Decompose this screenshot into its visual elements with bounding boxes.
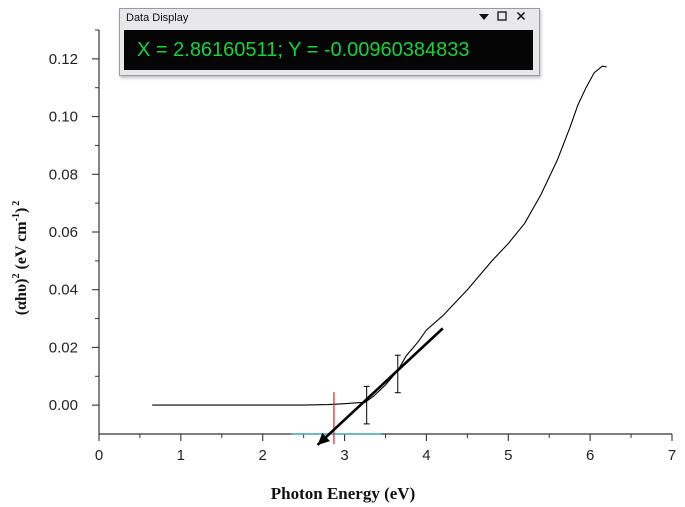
x-tick-label: 1 xyxy=(177,447,185,464)
x-tick-label: 3 xyxy=(340,447,348,464)
data-curve xyxy=(152,65,607,406)
y-tick-label: 0.10 xyxy=(49,109,78,126)
data-display-title: Data Display xyxy=(126,12,189,24)
y-axis-label-unit-exp: -1 xyxy=(11,213,22,221)
y-tick-label: 0.00 xyxy=(49,397,78,414)
x-tick-label: 5 xyxy=(504,447,512,464)
chart-axes: 0 1 2 3 4 5 6 7 0.00 0.02 0.04 0.06 0.08 0.10 0.12 xyxy=(49,29,676,464)
x-tick-label: 4 xyxy=(422,447,430,464)
data-display-titlebar[interactable]: Data Display xyxy=(120,9,539,29)
x-tick-label: 2 xyxy=(259,447,267,464)
coordinate-readout: X = 2.86160511; Y = -0.00960384833 xyxy=(124,30,533,70)
y-axis-label-exp2: 2 xyxy=(11,201,22,206)
fit-line-arrowhead xyxy=(317,432,330,445)
x-tick-label: 0 xyxy=(95,447,103,464)
y-tick-label: 0.06 xyxy=(49,224,78,241)
y-axis-label-exp1: 2 xyxy=(11,274,22,279)
y-tick-label: 0.12 xyxy=(49,51,78,68)
close-icon[interactable] xyxy=(514,11,528,25)
tangent-fit-line xyxy=(316,327,444,446)
x-tick-label: 6 xyxy=(586,447,594,464)
data-display-window[interactable]: Data Display X = 2.86160511; Y = -0.0096… xyxy=(119,8,540,76)
y-tick-label: 0.04 xyxy=(49,282,78,299)
y-axis-label: (αhυ)2 (eV cm-1)2 xyxy=(11,201,30,316)
y-tick-label: 0.02 xyxy=(49,339,78,356)
triangle-down-icon[interactable] xyxy=(477,11,491,25)
y-axis-label-unit: (eV cm xyxy=(13,221,30,270)
chart-marks xyxy=(152,65,607,446)
x-axis-label: Photon Energy (eV) xyxy=(271,484,415,503)
square-icon[interactable] xyxy=(495,11,509,25)
y-tick-label: 0.08 xyxy=(49,166,78,183)
x-tick-label: 7 xyxy=(668,447,676,464)
y-axis-label-main: (αhυ) xyxy=(13,279,30,316)
y-axis-label-close: ) xyxy=(13,208,30,213)
